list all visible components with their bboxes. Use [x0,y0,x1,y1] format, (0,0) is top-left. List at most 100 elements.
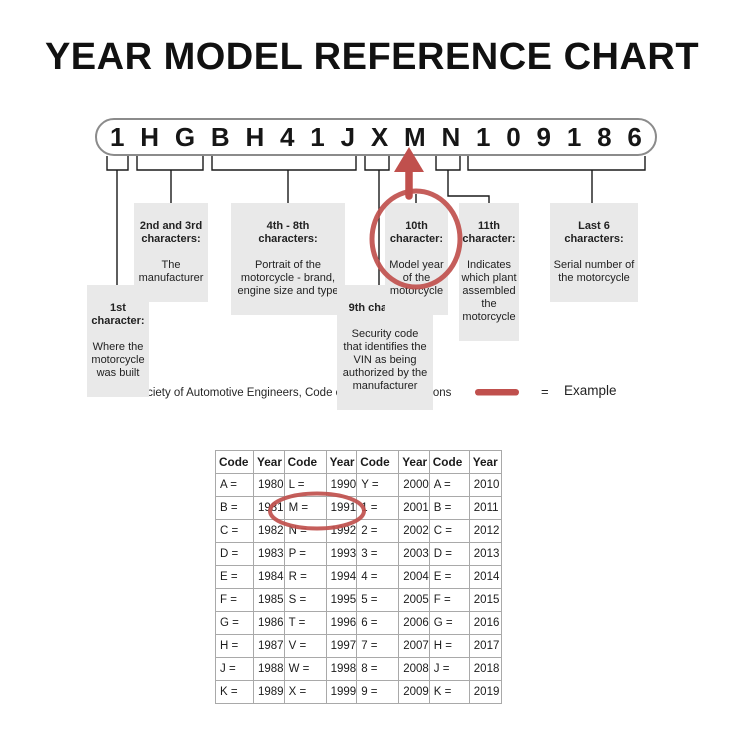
table-cell: H = [215,634,254,658]
vin-character: 4 [280,122,295,152]
table-row: G = 1986 T = 1996 6 = 2006 G = 2016 [215,611,502,635]
vin-character: 6 [627,122,642,152]
table-cell: J = [215,657,254,681]
vin-character: H [140,122,160,152]
table-cell: 8 = [356,657,400,681]
table-cell: 2017 [468,634,502,658]
table-cell: 9 = [356,680,400,704]
table-cell: K = [215,680,254,704]
table-cell: 1982 [253,519,285,543]
vin-character: 9 [536,122,552,152]
vin-character: 1 [476,122,491,152]
table-cell: 1992 [325,519,358,543]
table-row: A = 1980 L = 1990 Y = 2000 A = 2010 [215,473,502,497]
vin-character: 0 [506,122,521,152]
legend-equals: = [541,384,549,399]
table-header-cell: Year [398,450,430,474]
table-cell: A = [215,473,254,497]
table-cell: 1988 [253,657,285,681]
callout-body: Security code that identifies the VIN as… [342,328,428,392]
callout-9th-character: 9th character: Security code that identi… [337,285,433,410]
table-cell: C = [428,519,470,543]
table-cell: 2000 [398,473,430,497]
callout-last-6-characters: Last 6 characters: Serial number of the … [550,203,638,302]
table-row: H = 1987 V = 1997 7 = 2007 H = 2017 [215,634,502,658]
table-cell: B = [428,496,470,520]
table-cell: 1981 [253,496,285,520]
table-cell: 1990 [325,473,358,497]
table-cell: P = [283,542,327,566]
table-cell: S = [283,588,327,612]
year-code-table: Code Year Code Year Code Year Code Year A = 1980… [215,450,502,704]
table-cell: D = [215,542,254,566]
callout-1st-character: 1st character: Where the motorcycle was … [87,285,149,397]
vin-character: J [340,122,356,152]
callout-4th-8th-characters: 4th - 8th characters: Portrait of the mo… [231,203,345,315]
table-cell: 1993 [325,542,358,566]
table-cell: K = [428,680,470,704]
table-cell: 5 = [356,588,400,612]
table-cell: 2008 [398,657,430,681]
vin-character: 1 [566,122,582,152]
table-cell: 2007 [398,634,430,658]
callout-10th-character: 10th character: Model year of the motorc… [385,203,448,315]
vin-character: 1 [110,122,125,152]
table-cell: A = [428,473,470,497]
table-cell: 2001 [398,496,430,520]
table-header-cell: Code [428,450,470,474]
table-cell: 2005 [398,588,430,612]
table-cell: T = [283,611,327,635]
vin-character: X [370,122,389,152]
table-cell: 2004 [398,565,430,589]
table-cell: 1999 [325,680,358,704]
table-cell: 1985 [253,588,285,612]
page-title: YEAR MODEL REFERENCE CHART [44,36,700,78]
vin-character: B [210,122,230,152]
callout-body: The manufacturer [138,259,204,284]
table-cell: 2 = [356,519,400,543]
callout-body: Indicates which plant assembled the moto… [461,259,517,323]
table-cell: J = [428,657,470,681]
callout-heading: Last 6 characters: [564,220,624,245]
table-row: F = 1985 S = 1995 5 = 2005 F = 2015 [215,588,502,612]
table-cell: W = [283,657,327,681]
table-cell: 3 = [356,542,400,566]
table-cell: V = [283,634,327,658]
vin-character: 8 [597,122,612,152]
vin-character: H [245,122,265,152]
table-cell: 1991 [325,496,358,520]
vin-character: N [441,122,461,152]
callout-heading: 10th character: [389,220,444,245]
table-cell: 1980 [253,473,285,497]
table-row: E = 1984 R = 1994 4 = 2004 E = 2014 [215,565,502,589]
table-header-cell: Code [215,450,254,474]
table-cell: 2009 [398,680,430,704]
callout-heading: 4th - 8th characters: [258,220,318,245]
table-cell: F = [215,588,254,612]
table-cell: 1989 [253,680,285,704]
table-cell: 1987 [253,634,285,658]
table-row: C = 1982 N = 1992 2 = 2002 C = 2012 [215,519,502,543]
table-cell: 1995 [325,588,358,612]
table-cell: E = [428,565,470,589]
table-row: B = 1981 M = 1991 1 = 2001 B = 2011 [215,496,502,520]
table-cell: H = [428,634,470,658]
table-cell: E = [215,565,254,589]
callout-body: Serial number of the motorcycle [553,259,635,284]
callout-heading: 2nd and 3rd characters: [139,220,203,245]
table-cell: B = [215,496,254,520]
table-cell: 1984 [253,565,285,589]
table-row: J = 1988 W = 1998 8 = 2008 J = 2018 [215,657,502,681]
table-cell: D = [428,542,470,566]
table-cell: 2012 [468,519,502,543]
table-cell: 1 = [356,496,400,520]
table-cell: M = [283,496,327,520]
table-cell: 6 = [356,611,400,635]
table-cell: 1996 [325,611,358,635]
vin-character: M [403,122,426,152]
callout-heading: 11th character: [462,220,516,245]
callout-body: Model year of the motorcycle [389,259,444,297]
table-cell: N = [283,519,327,543]
vin-character: G [174,122,196,152]
table-cell: 2019 [468,680,502,704]
